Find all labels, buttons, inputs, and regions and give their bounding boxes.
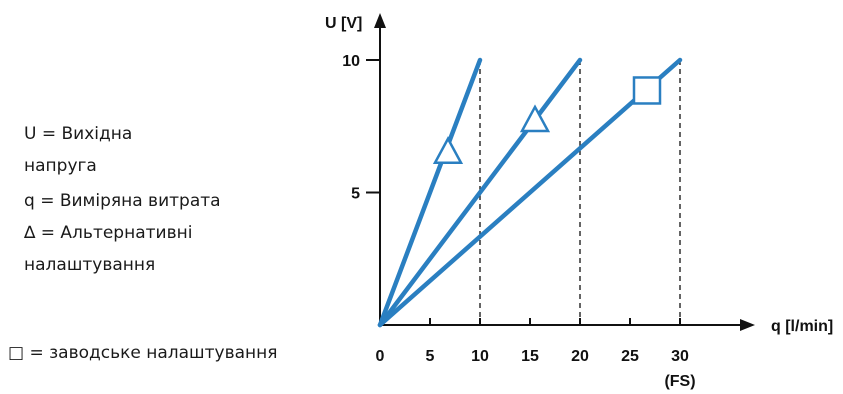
legend: U = Вихідна напруга q = Виміряна витрата… [8, 0, 342, 394]
y-axis-label: U [V] [325, 15, 362, 32]
x-tick-sublabel: (FS) [664, 373, 695, 390]
series-line-1 [377, 57, 483, 328]
legend-u-line2: напруга [24, 156, 97, 176]
x-axis-label: q [l/min] [771, 318, 833, 335]
series-line-2 [377, 57, 583, 328]
series-line-3 [377, 57, 683, 328]
x-tick-label-10: 10 [471, 348, 489, 365]
x-tick-label-25: 25 [621, 348, 639, 365]
legend-factory: □ = заводське налаштування [8, 343, 278, 363]
triangle-marker-2 [519, 104, 551, 133]
legend-q: q = Виміряна витрата [24, 191, 221, 211]
triangle-marker-1 [432, 136, 464, 164]
x-tick-label-0: 0 [376, 348, 385, 365]
x-tick-label-15: 15 [521, 348, 539, 365]
legend-delta-line2: налаштування [24, 255, 156, 275]
y-tick-label-10: 10 [342, 53, 360, 70]
y-axis-arrow [374, 13, 386, 28]
x-tick-label-30: 30 [671, 348, 689, 365]
x-tick-label-5: 5 [426, 348, 435, 365]
square-marker-3 [632, 76, 662, 105]
x-tick-label-20: 20 [571, 348, 589, 365]
legend-delta-line1: ∆ = Альтернативні [24, 223, 193, 243]
y-tick-label-5: 5 [351, 186, 360, 203]
legend-u-line1: U = Вихідна [24, 124, 133, 144]
x-axis-arrow [740, 319, 755, 331]
